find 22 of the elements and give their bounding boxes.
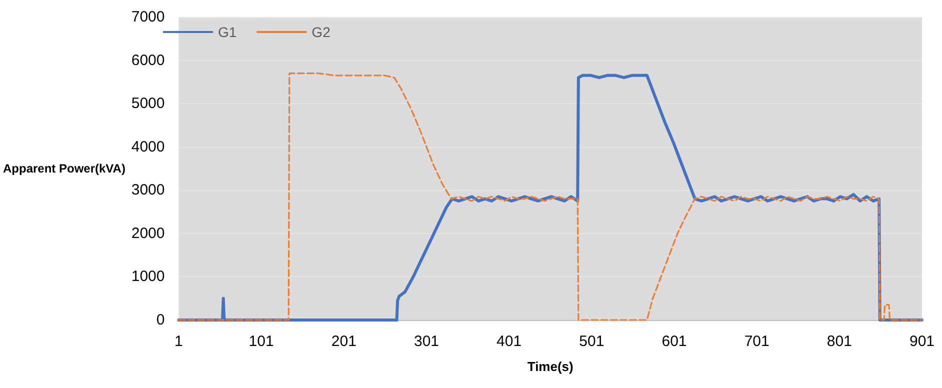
x-tick-label: 301 (414, 333, 439, 350)
x-tick-label: 101 (248, 333, 274, 350)
legend-label: G2 (312, 24, 331, 40)
y-tick-label: 3000 (131, 182, 165, 199)
y-tick-label: 6000 (131, 52, 165, 69)
x-tick-label: 601 (662, 333, 687, 350)
legend-label: G1 (218, 24, 237, 40)
y-axis-title: Apparent Power(kVA) (3, 162, 126, 176)
x-tick-label: 1 (174, 333, 183, 350)
y-tick-label: 1000 (131, 268, 165, 286)
x-tick-label: 901 (909, 333, 935, 350)
x-tick-label: 401 (496, 333, 522, 350)
x-axis-title: Time(s) (527, 359, 574, 374)
y-tick-label: 0 (156, 312, 165, 328)
x-tick-label: 501 (579, 333, 604, 350)
y-tick-label: 7000 (131, 8, 165, 26)
x-tick-label: 201 (331, 333, 356, 350)
y-tick-label: 5000 (131, 95, 165, 112)
y-tick-label: 4000 (131, 138, 165, 156)
x-tick-label: 701 (744, 333, 770, 350)
x-tick-label: 801 (826, 333, 852, 350)
y-tick-label: 2000 (131, 224, 165, 242)
